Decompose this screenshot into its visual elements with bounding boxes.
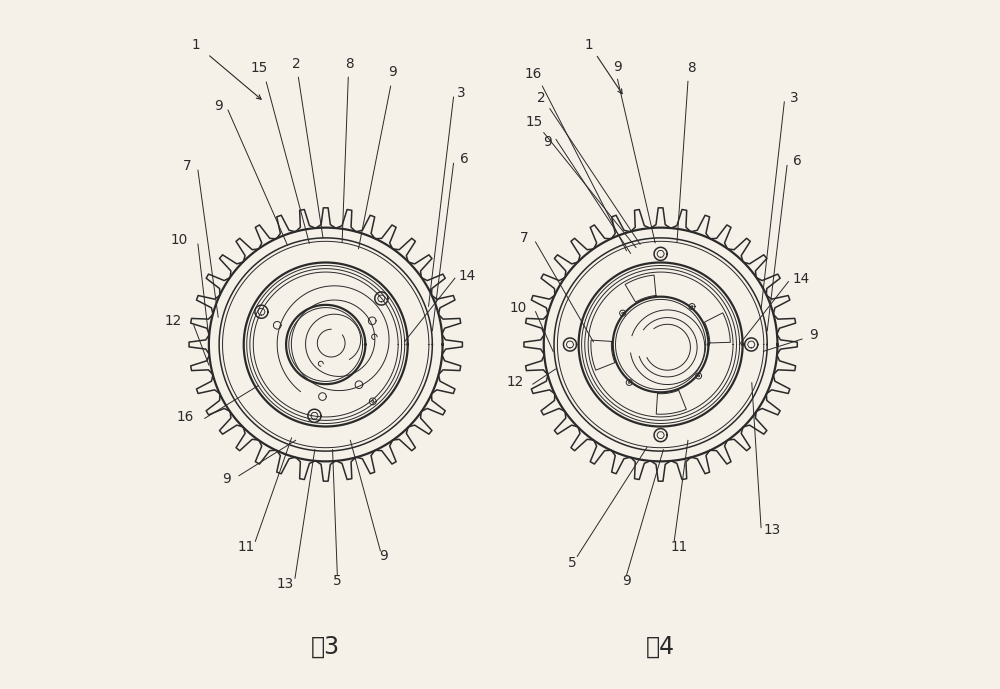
Text: 16: 16	[177, 410, 194, 424]
Text: 5: 5	[568, 555, 577, 570]
Text: 图4: 图4	[646, 635, 675, 659]
Text: 6: 6	[460, 152, 469, 166]
Text: 2: 2	[292, 56, 301, 71]
Text: 7: 7	[520, 231, 529, 245]
Text: 1: 1	[192, 38, 200, 52]
Text: 14: 14	[792, 272, 809, 286]
Text: 11: 11	[237, 540, 254, 554]
Text: 8: 8	[345, 56, 354, 71]
Text: 13: 13	[763, 524, 781, 537]
Text: 9: 9	[379, 548, 388, 563]
Text: 13: 13	[276, 577, 293, 591]
Text: 1: 1	[585, 38, 593, 52]
Text: 9: 9	[214, 99, 223, 113]
Text: 14: 14	[459, 269, 476, 282]
Text: 3: 3	[457, 86, 466, 100]
Text: 9: 9	[613, 60, 622, 74]
Text: 2: 2	[537, 91, 545, 105]
Text: 10: 10	[170, 233, 187, 247]
Text: 16: 16	[524, 67, 541, 81]
Text: 9: 9	[809, 328, 817, 342]
Text: 9: 9	[622, 574, 631, 588]
Text: 12: 12	[165, 314, 182, 329]
Text: 15: 15	[525, 115, 543, 129]
Text: 5: 5	[333, 574, 342, 588]
Text: 9: 9	[543, 135, 552, 150]
Text: 图3: 图3	[311, 635, 340, 659]
Text: 8: 8	[687, 61, 696, 76]
Text: 11: 11	[670, 540, 688, 554]
Text: 6: 6	[793, 154, 802, 168]
Text: 9: 9	[222, 471, 231, 486]
Text: 10: 10	[510, 300, 527, 315]
Text: 7: 7	[183, 159, 191, 173]
Text: 9: 9	[388, 65, 396, 79]
Text: 12: 12	[506, 375, 524, 389]
Text: 15: 15	[251, 61, 268, 76]
Text: 3: 3	[790, 91, 798, 105]
